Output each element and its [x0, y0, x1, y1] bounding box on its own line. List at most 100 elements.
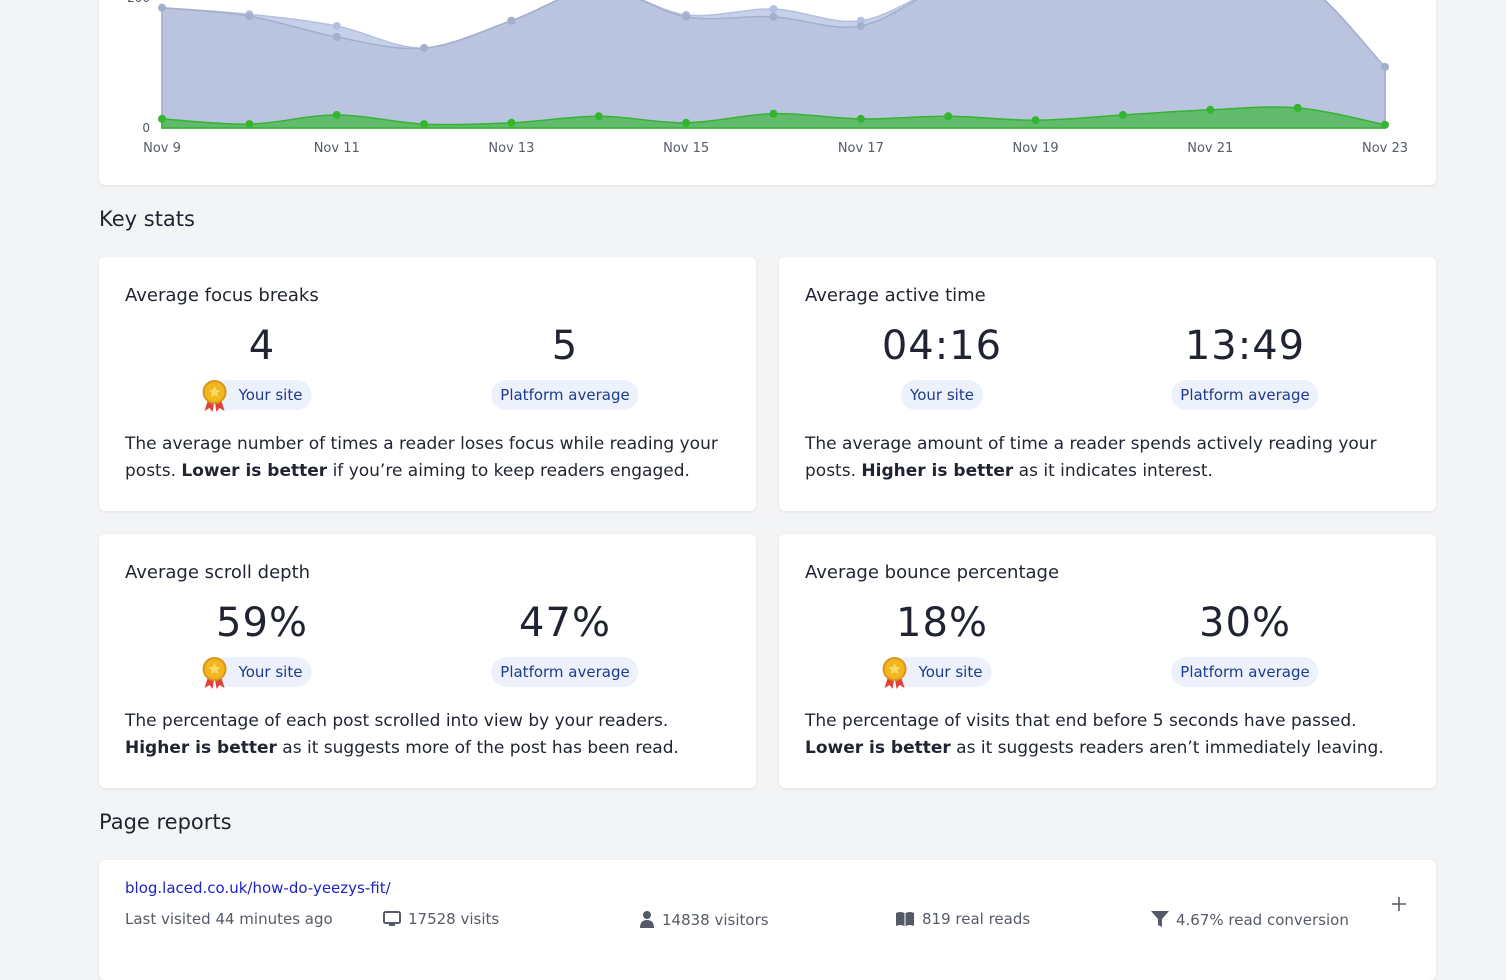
x-tick-label: Nov 23: [1362, 141, 1408, 156]
visits-text: 17528 visits: [408, 910, 500, 928]
point: [594, 112, 603, 121]
monitor-icon: [383, 911, 401, 926]
stat-card: Average scroll depth 59% 47% Your site Platf…: [99, 534, 756, 788]
point: [769, 109, 778, 118]
point: [682, 12, 691, 21]
platform-badge: Platform average: [1171, 380, 1319, 410]
description-part: Higher is better: [125, 738, 277, 758]
report-url[interactable]: blog.laced.co.uk/how-do-yeezys-fit/: [125, 879, 391, 897]
stat-card: Average focus breaks 4 5 Your site Platform …: [99, 257, 756, 511]
point: [245, 120, 254, 129]
section-title: Key stats: [99, 207, 195, 231]
your-badge: Your site: [202, 657, 312, 689]
your-badge: Your site: [202, 380, 312, 412]
point: [769, 5, 778, 14]
award-icon: [202, 657, 227, 689]
your-value: 04:16: [881, 323, 1003, 369]
reads: 819 real reads: [895, 910, 1030, 928]
point: [856, 21, 865, 30]
platform-value: 30%: [1199, 600, 1291, 646]
point: [420, 120, 429, 129]
visits: 17528 visits: [383, 910, 499, 928]
visitors-text: 14838 visitors: [662, 911, 769, 929]
book-icon: [896, 912, 914, 926]
your-label: Your site: [918, 663, 983, 681]
point: [332, 111, 341, 119]
point: [1381, 62, 1389, 71]
description-part: The percentage of each post scrolled int…: [125, 711, 669, 731]
point: [1381, 120, 1389, 129]
description: The average number of times a reader los…: [125, 431, 732, 485]
point: [944, 112, 953, 121]
area: [161, 0, 1386, 129]
stat-title: Average scroll depth: [125, 562, 311, 583]
description-part: as it suggests more of the post has been…: [276, 738, 679, 758]
stat-card: Average bounce percentage 18% 30% Your site…: [779, 534, 1436, 788]
funnel-icon: [1151, 911, 1169, 927]
description-part: The average amount of time a reader spen…: [805, 434, 1377, 481]
stat-title: Average focus breaks: [125, 285, 319, 306]
point: [158, 3, 166, 12]
description-part: if you’re aiming to keep readers engaged…: [327, 461, 690, 481]
report-card[interactable]: blog.laced.co.uk/how-do-yeezys-fit/ Last…: [99, 860, 1436, 980]
x-tick-label: Nov 17: [838, 141, 884, 156]
description: The percentage of each post scrolled int…: [125, 708, 732, 762]
point: [1118, 111, 1127, 119]
conversion: 4.67% read conversion: [1151, 910, 1349, 929]
description-part: The percentage of visits that end before…: [805, 711, 1357, 731]
x-tick-label: Nov 19: [1013, 141, 1059, 156]
visitors: 14838 visitors: [639, 910, 769, 929]
your-label: Your site: [238, 663, 303, 681]
point: [507, 118, 516, 127]
point: [332, 21, 341, 30]
x-tick-label: Nov 13: [488, 141, 534, 156]
section-title: Page reports: [99, 810, 232, 834]
point: [158, 114, 166, 123]
description: The percentage of visits that end before…: [805, 708, 1412, 762]
x-tick-label: Nov 9: [143, 141, 181, 156]
your-label: Your site: [910, 386, 974, 404]
chart: 0 200 Nov 9 Nov 11 Nov 13 Nov 15 Nov 17 Nov 19 N…: [127, 0, 1408, 156]
point: [682, 118, 691, 127]
platform-badge: Platform average: [491, 657, 639, 687]
your-badge: Your site: [882, 657, 992, 689]
point: [769, 12, 778, 21]
x-tick-label: Nov 11: [314, 141, 360, 156]
point: [856, 114, 865, 123]
your-value: 18%: [896, 600, 988, 646]
description-part: Lower is better: [181, 461, 328, 481]
your-badge: Your site: [901, 380, 983, 410]
x-tick-label: Nov 21: [1187, 141, 1233, 156]
platform-badge: Platform average: [491, 380, 639, 410]
page: 0 200 Nov 9 Nov 11 Nov 13 Nov 15 Nov 17 Nov 19 N…: [99, 0, 1436, 980]
point: [507, 16, 516, 25]
platform-value: 47%: [519, 600, 611, 646]
platform-value: 13:49: [1184, 323, 1306, 369]
point: [420, 44, 429, 53]
award-icon: [202, 380, 227, 412]
description-part: Higher is better: [861, 461, 1014, 481]
description-part: The average number of times a reader los…: [125, 434, 718, 481]
y-tick-label: 200: [127, 0, 150, 5]
y-tick-label: 0: [142, 121, 150, 135]
stat-title: Average active time: [805, 285, 986, 306]
your-value: 59%: [216, 600, 308, 646]
award-icon: [882, 657, 907, 689]
reads-text: 819 real reads: [922, 910, 1031, 928]
your-label: Your site: [238, 386, 303, 404]
point: [332, 33, 341, 41]
description-part: as it suggests readers aren’t immediatel…: [950, 738, 1384, 758]
point: [1293, 103, 1302, 112]
person-icon: [640, 911, 654, 928]
last-visited: Last visited 44 minutes ago: [125, 910, 333, 928]
x-tick-label: Nov 15: [663, 141, 709, 156]
stat-card: Average active time 04:16 13:49 Your site Pl…: [779, 257, 1436, 511]
platform-value: 5: [551, 323, 579, 369]
point: [245, 12, 254, 21]
expand-button[interactable]: [1392, 897, 1406, 911]
conversion-text: 4.67% read conversion: [1176, 911, 1349, 929]
point: [1206, 105, 1215, 114]
your-value: 4: [248, 323, 276, 369]
point: [1031, 116, 1040, 125]
description-part: Lower is better: [805, 738, 951, 758]
